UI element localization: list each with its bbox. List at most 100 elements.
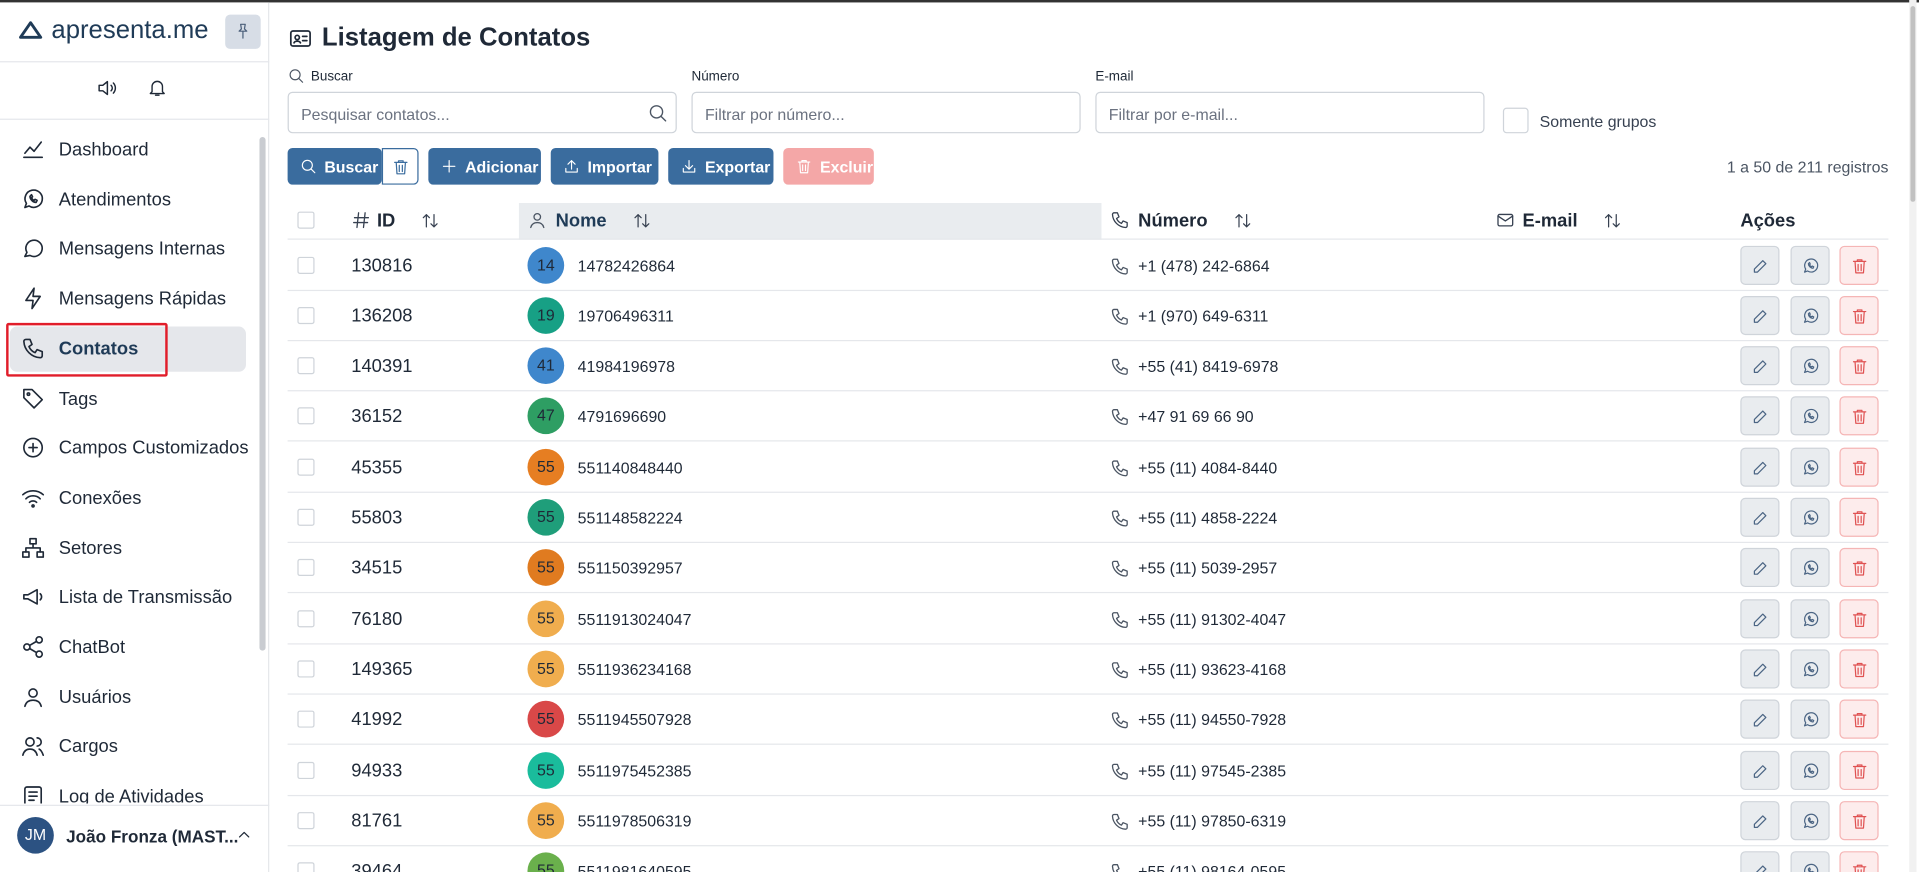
edit-button[interactable]: [1740, 295, 1780, 335]
delete-button[interactable]: [1839, 851, 1879, 872]
nav-item[interactable]: Mensagens Internas: [10, 227, 246, 272]
phone-icon-svg: [1111, 359, 1128, 376]
checkbox-label: Somente grupos: [1539, 112, 1657, 131]
trash-icon: [392, 158, 410, 176]
delete-button-icon: [1850, 256, 1868, 274]
whatsapp-button[interactable]: [1790, 245, 1830, 285]
brand-logo: [17, 17, 44, 44]
checkbox[interactable]: [297, 761, 315, 779]
edit-button[interactable]: [1740, 851, 1780, 872]
delete-button[interactable]: [1839, 295, 1879, 335]
whatsapp-button[interactable]: [1790, 851, 1830, 872]
whatsapp-button[interactable]: [1790, 295, 1830, 335]
nav-item[interactable]: Log de Atividades: [10, 774, 246, 804]
whatsapp-button[interactable]: [1790, 548, 1830, 588]
column-header[interactable]: E-mail: [1522, 210, 1620, 231]
whatsapp-button[interactable]: [1790, 396, 1830, 436]
checkbox[interactable]: [297, 508, 315, 526]
checkbox[interactable]: [297, 407, 315, 425]
sort-icon: [1234, 212, 1252, 230]
edit-button[interactable]: [1740, 497, 1780, 537]
avatar: 55: [527, 751, 565, 789]
nav-item[interactable]: Usuários: [10, 675, 246, 720]
checkbox[interactable]: [297, 710, 315, 728]
checkbox[interactable]: [297, 609, 315, 627]
delete-button[interactable]: [1839, 447, 1879, 487]
nav-item[interactable]: Tags: [10, 376, 246, 421]
delete-button[interactable]: [1839, 800, 1879, 840]
edit-button[interactable]: [1740, 447, 1780, 487]
phone-icon: [1110, 812, 1130, 832]
delete-button[interactable]: [1839, 548, 1879, 588]
delete-button[interactable]: [1839, 649, 1879, 689]
checkbox[interactable]: [1502, 107, 1529, 134]
edit-button[interactable]: [1740, 800, 1780, 840]
clear-button[interactable]: [381, 147, 419, 185]
delete-button[interactable]: [1839, 750, 1879, 790]
checkbox[interactable]: [297, 559, 315, 577]
filter-input[interactable]: Filtrar por número...: [691, 91, 1081, 134]
edit-button[interactable]: [1740, 598, 1780, 638]
whatsapp-button[interactable]: [1790, 699, 1830, 739]
checkbox[interactable]: [297, 211, 315, 229]
edit-button[interactable]: [1740, 396, 1780, 436]
column-header[interactable]: Nome: [556, 210, 650, 231]
checkbox[interactable]: [297, 256, 315, 274]
edit-button[interactable]: [1740, 245, 1780, 285]
nav-item[interactable]: Atendimentos: [10, 177, 246, 222]
filter-input[interactable]: Filtrar por e-mail...: [1095, 91, 1485, 134]
checkbox[interactable]: [297, 458, 315, 476]
checkbox[interactable]: [297, 306, 315, 324]
whatsapp-button[interactable]: [1790, 447, 1830, 487]
checkbox[interactable]: [297, 862, 315, 872]
whatsapp-button[interactable]: [1790, 750, 1830, 790]
user-avatar: JM: [17, 816, 54, 854]
whatsapp-button[interactable]: [1790, 346, 1830, 386]
button[interactable]: Excluir: [783, 147, 874, 185]
delete-button[interactable]: [1839, 245, 1879, 285]
nav-item[interactable]: Mensagens Rápidas: [10, 277, 246, 322]
edit-button[interactable]: [1740, 346, 1780, 386]
button[interactable]: Exportar: [668, 147, 774, 185]
button[interactable]: Adicionar: [428, 147, 541, 185]
nav-item[interactable]: Campos Customizados: [10, 426, 249, 471]
delete-button[interactable]: [1839, 598, 1879, 638]
checkbox[interactable]: [297, 357, 315, 375]
edit-button[interactable]: [1740, 750, 1780, 790]
delete-button[interactable]: [1839, 699, 1879, 739]
cell-id: 94933: [351, 760, 403, 781]
delete-button[interactable]: [1839, 497, 1879, 537]
whatsapp-button[interactable]: [1790, 598, 1830, 638]
checkbox[interactable]: [297, 660, 315, 678]
cell-id: 81761: [351, 810, 403, 832]
nav-item[interactable]: Lista de Transmissão: [10, 575, 246, 620]
row: 136208 19 19706496311 +1 (970) 649-6311: [287, 291, 1889, 341]
whatsapp-button[interactable]: [1790, 800, 1830, 840]
delete-button-icon: [1850, 761, 1868, 779]
checkbox[interactable]: [297, 811, 315, 829]
column-header[interactable]: Número: [1138, 210, 1251, 231]
nav-item[interactable]: Dashboard: [10, 127, 246, 172]
edit-button[interactable]: [1740, 548, 1780, 588]
pin-button[interactable]: [225, 14, 261, 49]
nav-item[interactable]: Contatos: [6, 322, 246, 377]
nav-item[interactable]: Cargos: [10, 724, 246, 769]
delete-button[interactable]: [1839, 346, 1879, 386]
row: 94933 55 5511975452385 +55 (11) 97545-2385: [287, 745, 1889, 796]
button[interactable]: Buscar: [287, 147, 382, 185]
nav-item[interactable]: Conexões: [10, 476, 246, 521]
nav-icon-svg: [23, 141, 44, 159]
button[interactable]: Importar: [550, 147, 659, 185]
edit-button[interactable]: [1740, 699, 1780, 739]
nav-item[interactable]: Setores: [10, 525, 246, 570]
column-header[interactable]: ID: [377, 210, 438, 231]
whatsapp-button[interactable]: [1790, 497, 1830, 537]
nav-item[interactable]: ChatBot: [10, 625, 246, 670]
column-icon-svg: [530, 212, 545, 229]
whatsapp-button[interactable]: [1790, 649, 1830, 689]
delete-button[interactable]: [1839, 396, 1879, 436]
filter-input[interactable]: Pesquisar contatos...: [287, 91, 677, 134]
edit-button[interactable]: [1740, 649, 1780, 689]
cell-number: +55 (11) 94550-7928: [1138, 710, 1287, 730]
whatsapp-button-icon-svg: [1803, 510, 1819, 525]
